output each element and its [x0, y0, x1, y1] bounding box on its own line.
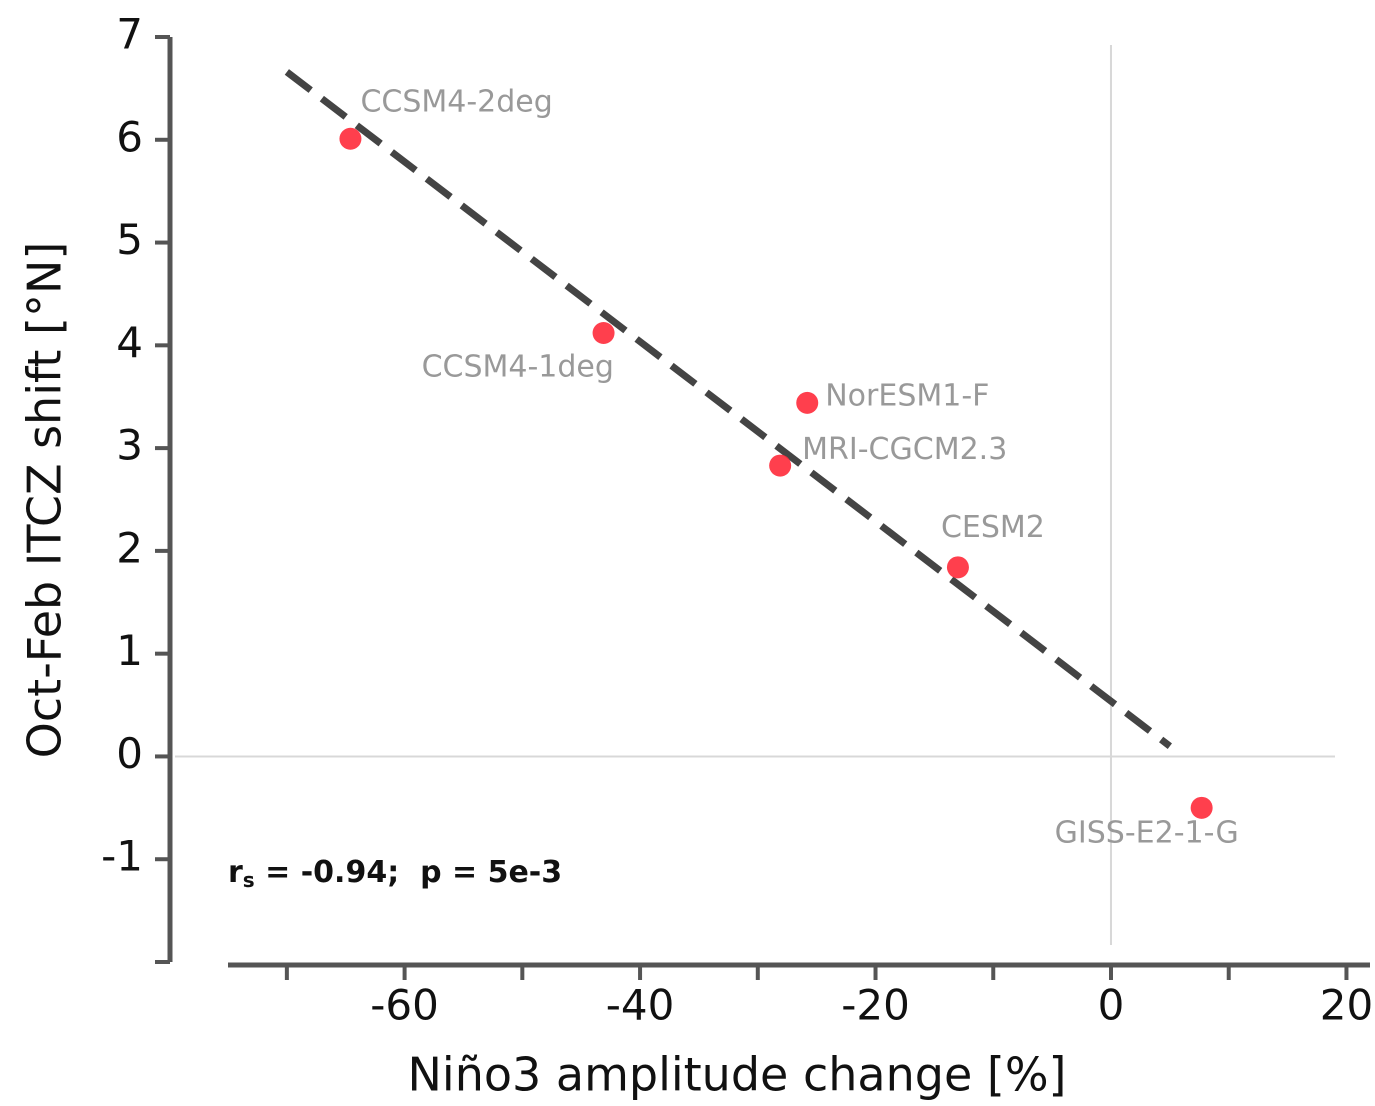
data-point [339, 127, 362, 150]
y-tick-label: 3 [116, 421, 143, 470]
y-tick-label: 1 [116, 626, 143, 675]
annotation-subscript: s [243, 868, 255, 892]
y-axis-title: Oct-Feb ITCZ shift [°N] [18, 242, 72, 759]
y-tick-label: 7 [116, 10, 143, 59]
y-tick-label: 6 [116, 112, 143, 161]
x-tick-label: -20 [841, 981, 910, 1030]
x-tick-label: 20 [1320, 981, 1373, 1030]
x-tick-label: -60 [370, 981, 439, 1030]
y-tick-label: 5 [116, 215, 143, 264]
y-tick-label: 4 [116, 318, 143, 367]
data-point [592, 322, 615, 344]
point-label: CCSM4-2deg [360, 84, 552, 119]
annotation-symbol: r [228, 855, 243, 890]
point-label: CCSM4-1deg [422, 350, 614, 385]
data-point [769, 454, 792, 477]
data-point [1190, 796, 1213, 819]
point-label: NorESM1-F [825, 378, 989, 413]
point-label: MRI-CGCM2.3 [802, 432, 1007, 467]
y-tick-label: 2 [116, 523, 143, 572]
fit-line [284, 69, 1172, 749]
data-point [946, 556, 969, 579]
point-label: GISS-E2-1-G [1055, 815, 1239, 850]
data-point [796, 391, 819, 414]
x-tick-label: 0 [1098, 981, 1125, 1030]
annotation: rs = -0.94; p = 5e-3 [228, 855, 562, 892]
x-axis-title: Niño3 amplitude change [%] [408, 1048, 1067, 1102]
x-tick-label: -40 [606, 981, 675, 1030]
y-tick-label: 0 [116, 729, 143, 778]
y-tick-label: -1 [101, 832, 143, 881]
point-label: CESM2 [941, 510, 1045, 545]
annotation-text: = -0.94; p = 5e-3 [255, 855, 562, 890]
